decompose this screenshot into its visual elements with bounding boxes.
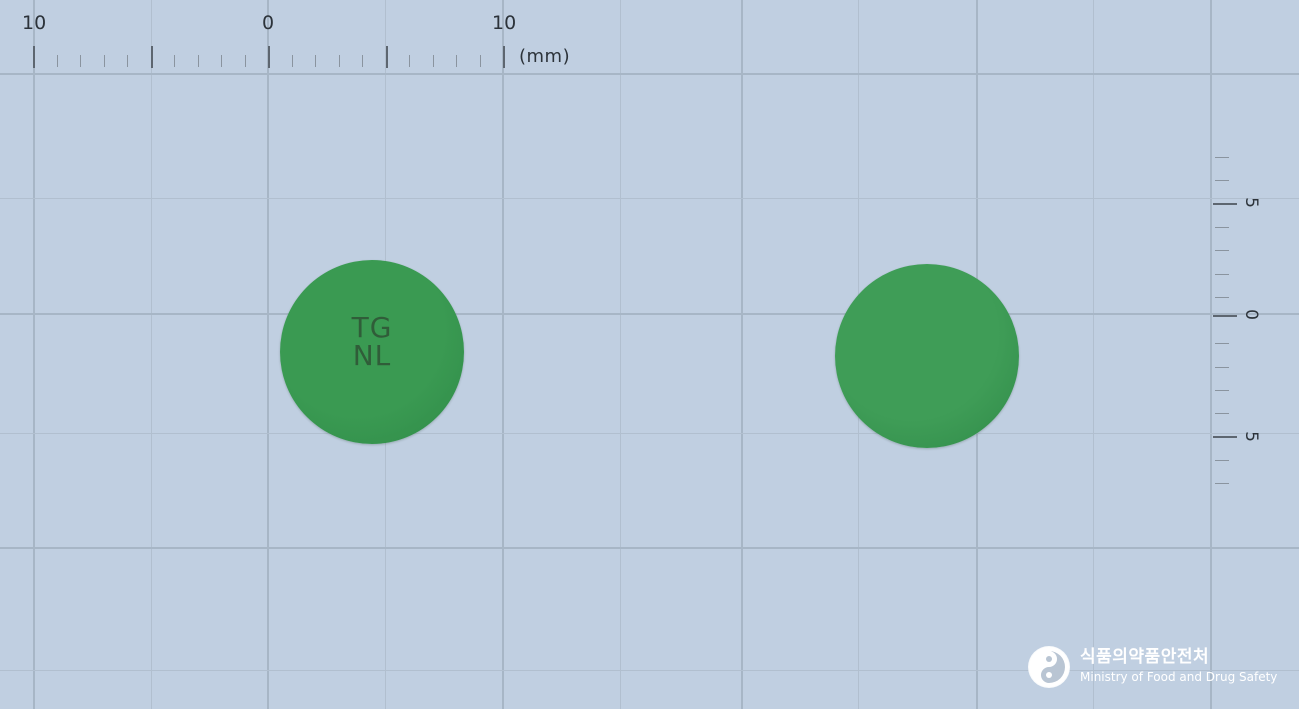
grid-hline [0, 433, 1299, 434]
ruler-minor-tick [57, 55, 58, 67]
ruler-minor-tick [104, 55, 105, 67]
ruler-label-right-10: 10 [492, 12, 517, 34]
ruler-minor-tick [1215, 227, 1229, 228]
ruler-minor-tick [198, 55, 199, 67]
ruler-minor-tick [221, 55, 222, 67]
grid-vline [741, 0, 743, 709]
ruler-major-tick [33, 46, 35, 68]
imprint-line-1: TG [351, 311, 393, 344]
ruler-minor-tick [480, 55, 481, 67]
ruler-label-zero-vertical: 0 [1240, 309, 1261, 320]
grid-vline [33, 0, 35, 709]
ruler-major-tick [1213, 315, 1237, 317]
ruler-minor-tick [1215, 343, 1229, 344]
taegeuk-emblem-icon [1028, 646, 1070, 688]
ruler-major-tick [503, 46, 505, 68]
ruler-label-left-10: 10 [22, 12, 47, 34]
ruler-minor-tick [456, 55, 457, 67]
imprint-line-2: NL [352, 339, 392, 372]
ruler-minor-tick [1215, 250, 1229, 251]
ruler-minor-tick [339, 55, 340, 67]
ruler-minor-tick [1215, 297, 1229, 298]
ruler-label-lower-5: 5 [1240, 431, 1261, 442]
ruler-minor-tick [1215, 180, 1229, 181]
ruler-major-tick [1213, 436, 1237, 438]
mfds-watermark: 식품의약품안전처 Ministry of Food and Drug Safet… [1028, 646, 1278, 692]
ruler-minor-tick [1215, 157, 1229, 158]
ruler-major-tick [1213, 203, 1237, 205]
grid-vline [1210, 0, 1212, 709]
watermark-english-text: Ministry of Food and Drug Safety [1080, 670, 1278, 684]
grid-hline [0, 670, 1299, 671]
ruler-minor-tick [127, 55, 128, 67]
ruler-minor-tick [362, 55, 363, 67]
ruler-minor-tick [1215, 413, 1229, 414]
ruler-label-upper-5: 5 [1240, 197, 1261, 208]
grid-hline [0, 313, 1299, 315]
grid-vline [151, 0, 152, 709]
pill-imprint: TG NL [280, 314, 464, 370]
ruler-major-tick [386, 46, 388, 68]
ruler-unit-label: (mm) [519, 46, 571, 67]
grid-hline [0, 547, 1299, 549]
ruler-major-tick [151, 46, 153, 68]
ruler-minor-tick [315, 55, 316, 67]
ruler-minor-tick [433, 55, 434, 67]
grid-vline [502, 0, 504, 709]
pill-front: TG NL [280, 260, 464, 444]
grid-vline [1093, 0, 1094, 709]
ruler-minor-tick [1215, 460, 1229, 461]
ruler-minor-tick [409, 55, 410, 67]
ruler-minor-tick [245, 55, 246, 67]
ruler-minor-tick [1215, 390, 1229, 391]
ruler-minor-tick [1215, 483, 1229, 484]
ruler-minor-tick [174, 55, 175, 67]
grid-hline [0, 73, 1299, 75]
grid-vline [620, 0, 621, 709]
grid-hline [0, 198, 1299, 199]
pill-back [835, 264, 1019, 448]
ruler-label-zero: 0 [262, 12, 275, 34]
ruler-minor-tick [1215, 367, 1229, 368]
grid-vline [267, 0, 269, 709]
ruler-minor-tick [292, 55, 293, 67]
ruler-minor-tick [1215, 274, 1229, 275]
ruler-major-tick [268, 46, 270, 68]
ruler-minor-tick [80, 55, 81, 67]
watermark-korean-text: 식품의약품안전처 [1080, 647, 1210, 667]
